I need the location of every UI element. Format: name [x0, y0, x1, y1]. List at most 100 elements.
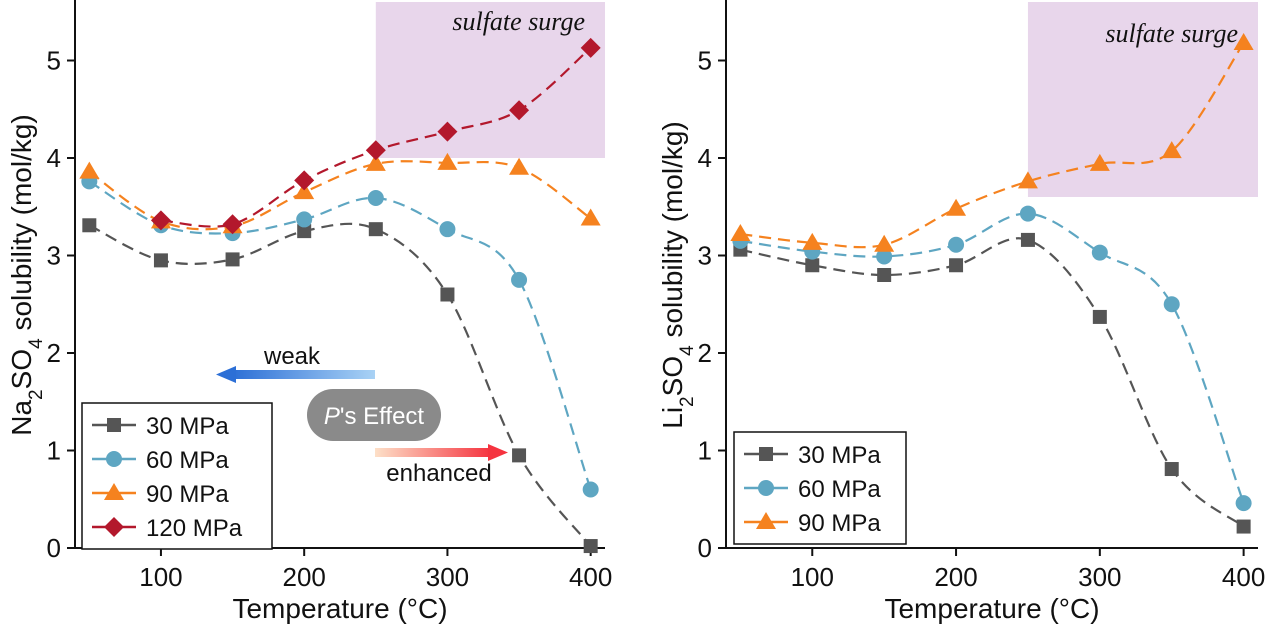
marker-triangle: [756, 512, 776, 529]
marker-diamond: [222, 214, 243, 235]
arrow-enhanced-shaft: [375, 448, 491, 457]
marker-diamond: [580, 37, 601, 58]
legend-label: 30 MPa: [798, 442, 881, 469]
marker-diamond: [294, 170, 315, 191]
marker-square: [877, 268, 892, 282]
y-axis-label: Li2SO4 solubility (mol/kg): [657, 121, 698, 428]
marker-circle: [948, 236, 965, 253]
marker-circle: [511, 271, 528, 288]
marker-triangle: [730, 224, 751, 242]
marker-triangle: [1161, 141, 1182, 159]
marker-triangle: [1017, 171, 1038, 189]
x-tick-label: 400: [569, 562, 612, 592]
marker-diamond: [437, 121, 458, 142]
legend-label: 90 MPa: [798, 510, 881, 537]
marker-square: [1236, 519, 1251, 534]
y-tick-label: 2: [698, 338, 712, 368]
marker-diamond: [365, 140, 386, 161]
x-axis-label: Temperature (°C): [232, 593, 447, 624]
effect-italic: P: [324, 403, 340, 430]
y-tick-label: 1: [698, 436, 712, 466]
marker-triangle: [1089, 153, 1110, 171]
marker-triangle: [874, 234, 895, 252]
y-tick-label: 0: [47, 533, 61, 563]
marker-circle: [876, 248, 893, 265]
marker-diamond: [150, 210, 171, 231]
marker-square: [1092, 309, 1107, 324]
y-tick-label: 4: [698, 143, 712, 173]
arrow-weak-head: [216, 366, 236, 383]
series-curve: [740, 42, 1245, 249]
y-tick-label: 1: [47, 436, 61, 466]
marker-circle: [106, 451, 122, 467]
x-tick-label: 100: [139, 562, 182, 592]
marker-square: [153, 253, 168, 268]
x-tick-label: 200: [934, 562, 977, 592]
marker-circle: [582, 481, 599, 498]
label-part: SO: [6, 349, 37, 389]
marker-circle: [1019, 205, 1036, 222]
marker-square: [297, 224, 312, 239]
arrow-weak-shaft: [232, 370, 375, 379]
marker-square: [1020, 232, 1035, 247]
series-curve: [740, 237, 1245, 528]
legend-label: 30 MPa: [146, 413, 229, 440]
marker-triangle: [365, 153, 386, 171]
marker-circle: [1163, 296, 1180, 313]
x-tick-label: 300: [1078, 562, 1121, 592]
marker-square: [368, 222, 383, 237]
arrow-enhanced-head: [488, 444, 508, 461]
marker-diamond: [509, 100, 530, 121]
marker-square: [82, 218, 97, 233]
y-tick-label: 4: [47, 143, 61, 173]
marker-square: [107, 418, 121, 432]
y-tick-label: 2: [47, 338, 61, 368]
x-tick-label: 400: [1222, 562, 1265, 592]
effect-rest: 's Effect: [340, 403, 425, 430]
series-curve: [88, 180, 592, 490]
marker-square: [512, 448, 527, 463]
marker-triangle: [580, 208, 601, 226]
marker-triangle: [294, 182, 315, 200]
effect-label: P's Effect: [324, 403, 425, 430]
marker-triangle: [509, 157, 530, 175]
label-part: solubility (mol/kg): [657, 121, 688, 345]
marker-square: [949, 258, 964, 273]
marker-triangle: [802, 232, 823, 250]
legend-label: 60 MPa: [798, 476, 881, 503]
marker-triangle: [104, 483, 124, 500]
marker-circle: [367, 189, 384, 206]
marker-circle: [1235, 495, 1252, 512]
subscript: 4: [26, 338, 47, 349]
shade-label: sulfate surge: [452, 7, 585, 36]
subscript: 2: [26, 389, 47, 400]
marker-circle: [296, 211, 313, 228]
legend-label: 90 MPa: [146, 481, 229, 508]
marker-circle: [758, 480, 774, 496]
label-part: solubility (mol/kg): [6, 114, 37, 338]
legend-label: 60 MPa: [146, 447, 229, 474]
marker-triangle: [1233, 32, 1254, 50]
marker-square: [225, 252, 240, 267]
subscript: 4: [677, 345, 698, 356]
marker-square: [759, 447, 773, 461]
label-part: Na: [6, 400, 37, 436]
x-tick-label: 300: [426, 562, 469, 592]
legend-label: 120 MPa: [146, 515, 243, 542]
label-part: Li: [657, 407, 688, 429]
subscript: 2: [677, 396, 698, 407]
x-tick-label: 100: [791, 562, 834, 592]
label-part: SO: [657, 356, 688, 396]
marker-diamond: [104, 517, 124, 537]
shade-region: [375, 2, 605, 158]
marker-triangle: [946, 198, 967, 216]
shade-label: sulfate surge: [1105, 19, 1238, 48]
marker-circle: [1091, 244, 1108, 261]
annotation-enhanced: enhanced: [386, 460, 491, 487]
marker-circle: [439, 221, 456, 238]
marker-square: [1164, 462, 1179, 477]
y-axis-label: Na2SO4 solubility (mol/kg): [6, 114, 47, 435]
x-axis-label: Temperature (°C): [884, 593, 1099, 624]
